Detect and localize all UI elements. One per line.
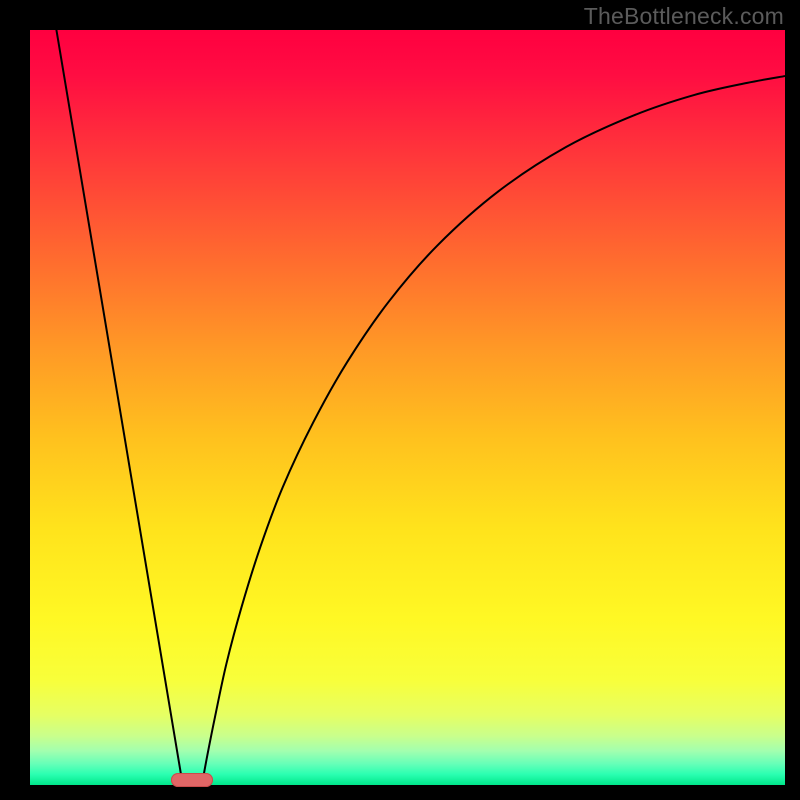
- plot-area: [30, 30, 785, 785]
- curve-left-segment: [56, 30, 182, 783]
- chart-frame: TheBottleneck.com: [0, 0, 800, 800]
- curve-right-segment: [202, 76, 785, 783]
- curve-layer: [30, 30, 785, 785]
- minimum-marker: [171, 773, 213, 787]
- watermark-text: TheBottleneck.com: [584, 3, 784, 30]
